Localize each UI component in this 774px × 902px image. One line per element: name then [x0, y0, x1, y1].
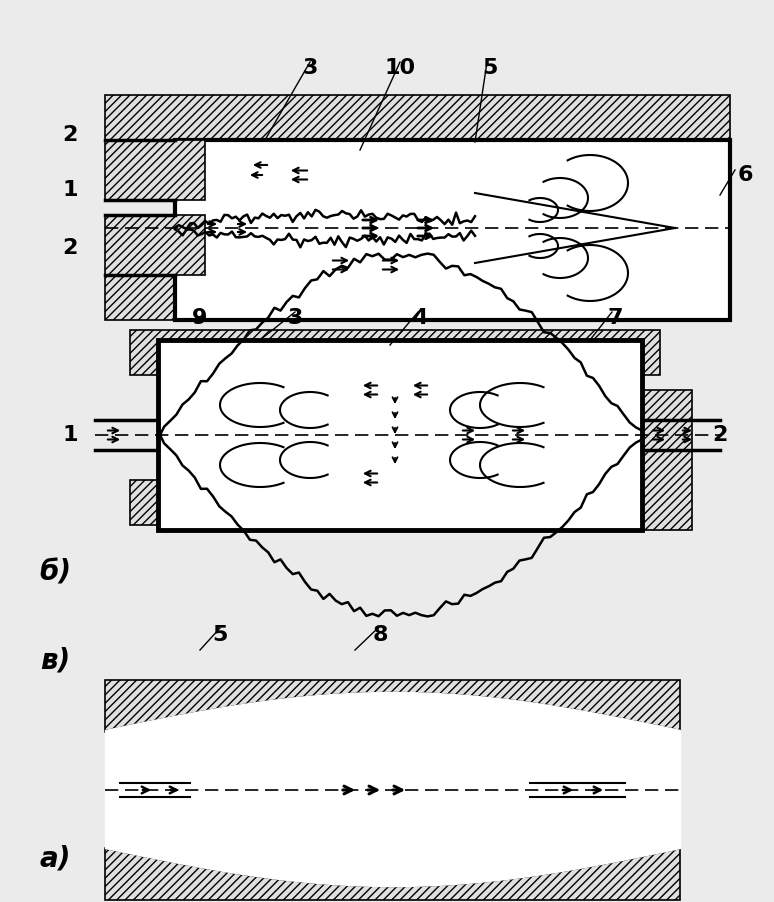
- Bar: [105, 215, 205, 275]
- Text: 2: 2: [712, 425, 728, 445]
- Text: 1: 1: [62, 425, 77, 445]
- Bar: [130, 330, 660, 375]
- Text: в): в): [40, 646, 70, 674]
- Text: а): а): [39, 844, 70, 872]
- Bar: [105, 680, 680, 732]
- Bar: [158, 340, 642, 530]
- Bar: [642, 390, 692, 530]
- Text: 4: 4: [413, 308, 428, 328]
- Text: 8: 8: [372, 625, 388, 645]
- Text: 7: 7: [608, 308, 623, 328]
- Bar: [105, 95, 730, 140]
- Bar: [105, 848, 680, 900]
- Bar: [130, 480, 660, 525]
- Text: 5: 5: [482, 58, 498, 78]
- Bar: [105, 140, 205, 200]
- Bar: [105, 275, 730, 320]
- Text: 10: 10: [385, 58, 416, 78]
- Text: 1: 1: [62, 180, 77, 200]
- Text: 2: 2: [63, 238, 77, 258]
- Text: 3: 3: [287, 308, 303, 328]
- Text: 2: 2: [63, 125, 77, 145]
- Text: 3: 3: [303, 58, 317, 78]
- Text: 6: 6: [738, 165, 753, 185]
- Text: 9: 9: [192, 308, 207, 328]
- Text: б): б): [39, 558, 71, 586]
- Bar: [175, 140, 730, 320]
- Text: 5: 5: [212, 625, 228, 645]
